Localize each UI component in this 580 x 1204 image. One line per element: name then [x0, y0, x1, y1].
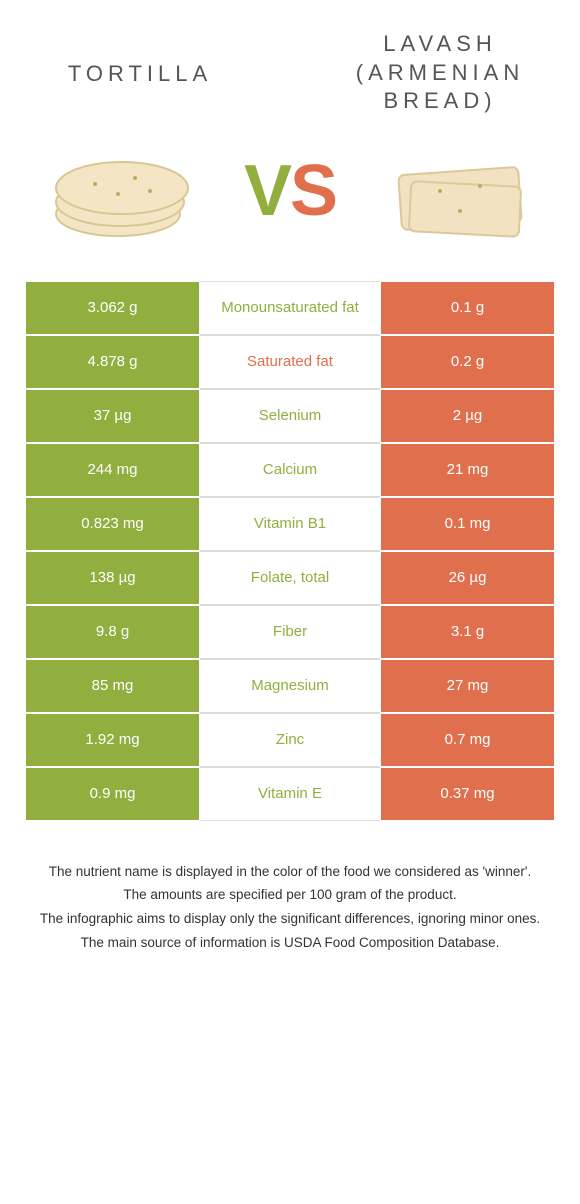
nutrient-label: Fiber — [200, 605, 380, 659]
left-value: 9.8 g — [25, 605, 200, 659]
left-value: 4.878 g — [25, 335, 200, 389]
note-line: The main source of information is USDA F… — [35, 932, 545, 954]
vs-v: V — [244, 151, 290, 231]
left-value: 244 mg — [25, 443, 200, 497]
table-row: 3.062 gMonounsaturated fat0.1 g — [25, 281, 555, 335]
table-row: 1.92 mgZinc0.7 mg — [25, 713, 555, 767]
right-value: 0.7 mg — [380, 713, 555, 767]
note-line: The amounts are specified per 100 gram o… — [35, 884, 545, 906]
header: TORTILLA LAVASH (ARMENIAN BREAD) — [25, 30, 555, 116]
right-value: 3.1 g — [380, 605, 555, 659]
right-title: LAVASH (ARMENIAN BREAD) — [325, 30, 555, 116]
table-row: 4.878 gSaturated fat0.2 g — [25, 335, 555, 389]
left-value: 37 µg — [25, 389, 200, 443]
comparison-table: 3.062 gMonounsaturated fat0.1 g4.878 gSa… — [25, 281, 555, 821]
left-value: 85 mg — [25, 659, 200, 713]
note-line: The nutrient name is displayed in the co… — [35, 861, 545, 883]
right-value: 0.37 mg — [380, 767, 555, 821]
nutrient-label: Vitamin E — [200, 767, 380, 821]
nutrient-label: Magnesium — [200, 659, 380, 713]
table-row: 85 mgMagnesium27 mg — [25, 659, 555, 713]
right-value: 2 µg — [380, 389, 555, 443]
table-row: 138 µgFolate, total26 µg — [25, 551, 555, 605]
nutrient-label: Vitamin B1 — [200, 497, 380, 551]
vs-s: S — [290, 151, 336, 231]
left-value: 1.92 mg — [25, 713, 200, 767]
nutrient-label: Calcium — [200, 443, 380, 497]
tortilla-image — [35, 131, 205, 251]
left-title: TORTILLA — [25, 60, 255, 89]
note-line: The infographic aims to display only the… — [35, 908, 545, 930]
right-value: 0.1 mg — [380, 497, 555, 551]
left-value: 138 µg — [25, 551, 200, 605]
right-value: 0.1 g — [380, 281, 555, 335]
nutrient-label: Saturated fat — [200, 335, 380, 389]
right-value: 27 mg — [380, 659, 555, 713]
right-value: 26 µg — [380, 551, 555, 605]
left-value: 0.823 mg — [25, 497, 200, 551]
vs-label: VS — [244, 150, 336, 232]
footnotes: The nutrient name is displayed in the co… — [25, 861, 555, 953]
nutrient-label: Folate, total — [200, 551, 380, 605]
images-row: VS — [25, 131, 555, 251]
left-value: 0.9 mg — [25, 767, 200, 821]
table-row: 9.8 gFiber3.1 g — [25, 605, 555, 659]
table-row: 0.823 mgVitamin B10.1 mg — [25, 497, 555, 551]
table-row: 37 µgSelenium2 µg — [25, 389, 555, 443]
nutrient-label: Selenium — [200, 389, 380, 443]
right-value: 0.2 g — [380, 335, 555, 389]
table-row: 244 mgCalcium21 mg — [25, 443, 555, 497]
nutrient-label: Monounsaturated fat — [200, 281, 380, 335]
left-value: 3.062 g — [25, 281, 200, 335]
table-row: 0.9 mgVitamin E0.37 mg — [25, 767, 555, 821]
nutrient-label: Zinc — [200, 713, 380, 767]
lavash-image — [375, 131, 545, 251]
right-value: 21 mg — [380, 443, 555, 497]
left-title-col: TORTILLA — [25, 30, 255, 89]
right-title-col: LAVASH (ARMENIAN BREAD) — [325, 30, 555, 116]
